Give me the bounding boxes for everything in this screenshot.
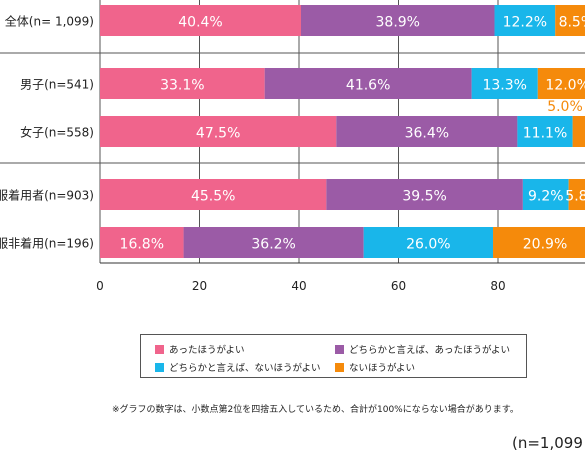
bar-5-1 bbox=[100, 227, 184, 258]
data-label-2-2: 41.6% bbox=[346, 78, 390, 94]
legend-item-2: どちらかと言えば、あったほうがよい bbox=[335, 342, 510, 356]
bar-3-3 bbox=[517, 116, 573, 147]
footnote: ※グラフの数字は、小数点第2位を四捨五入しているため、合計が100%にならない場… bbox=[112, 405, 519, 415]
data-label-3-3: 11.1% bbox=[523, 126, 567, 142]
category-label-5: 服非着用(n=196) bbox=[0, 236, 94, 251]
data-label-2-4: 12.0% bbox=[545, 78, 585, 94]
category-label-2: 男子(n=541) bbox=[20, 78, 94, 92]
bar-4-2 bbox=[326, 179, 523, 210]
data-label-2-3: 13.3% bbox=[482, 78, 526, 94]
category-label-1: 全体(n= 1,099) bbox=[5, 14, 94, 29]
legend-item-4: ないほうがよい bbox=[335, 360, 415, 374]
data-label-1-4: 8.5% bbox=[559, 15, 585, 31]
legend-item-1: あったほうがよい bbox=[155, 342, 245, 356]
data-label-3-4: 5.0% bbox=[547, 99, 583, 115]
bar-5-2 bbox=[183, 227, 364, 258]
legend-label-3: どちらかと言えば、ないほうがよい bbox=[169, 363, 321, 374]
legend-swatch-4 bbox=[335, 362, 344, 372]
legend-swatch-3 bbox=[155, 362, 164, 372]
legend-swatch-1 bbox=[155, 344, 164, 354]
x-tick-label-40: 40 bbox=[291, 279, 306, 293]
bar-4-4 bbox=[568, 179, 585, 210]
bar-1-1 bbox=[100, 5, 301, 36]
bar-2-4 bbox=[537, 68, 585, 99]
legend-label-1: あったほうがよい bbox=[169, 345, 245, 356]
chart-legend: あったほうがよい どちらかと言えば、あったほうがよい どちらかと言えば、ないほう… bbox=[140, 334, 527, 378]
bar-2-2 bbox=[264, 68, 472, 99]
data-label-4-4: 5.8% bbox=[565, 189, 585, 205]
x-tick-label-0: 0 bbox=[96, 279, 104, 293]
bar-3-2 bbox=[336, 116, 518, 147]
bar-2-3 bbox=[471, 68, 538, 99]
bar-1-4 bbox=[555, 5, 585, 36]
legend-item-3: どちらかと言えば、ないほうがよい bbox=[155, 360, 321, 374]
legend-label-2: どちらかと言えば、あったほうがよい bbox=[349, 345, 511, 356]
data-label-5-2: 36.2% bbox=[251, 237, 295, 253]
bar-1-2 bbox=[300, 5, 495, 36]
x-tick-label-80: 80 bbox=[490, 279, 505, 293]
data-label-4-2: 39.5% bbox=[402, 189, 446, 205]
x-tick-label-20: 20 bbox=[192, 279, 207, 293]
data-label-1-3: 12.2% bbox=[503, 15, 547, 31]
bar-3-4 bbox=[572, 116, 585, 147]
category-label-3: 女子(n=558) bbox=[20, 125, 94, 140]
bar-4-3 bbox=[522, 179, 569, 210]
bar-5-4 bbox=[493, 227, 585, 258]
data-label-1-1: 40.4% bbox=[178, 15, 222, 31]
bar-5-3 bbox=[363, 227, 494, 258]
category-label-4: 服着用者(n=903) bbox=[0, 188, 94, 203]
data-label-3-1: 47.5% bbox=[196, 126, 240, 142]
data-label-3-2: 36.4% bbox=[405, 126, 449, 142]
bottom-clipped-text: (n=1,099 bbox=[512, 434, 583, 452]
bar-3-1 bbox=[100, 116, 337, 147]
data-label-4-3: 9.2% bbox=[528, 189, 564, 205]
bar-1-3 bbox=[494, 5, 556, 36]
data-label-1-2: 38.9% bbox=[376, 15, 420, 31]
stacked-bar-chart: 40.4% 38.9% 12.2% 8.5% 全体(n= 1,099) 33.1% 41.6… bbox=[0, 0, 585, 293]
data-label-5-3: 26.0% bbox=[406, 237, 450, 253]
data-label-4-1: 45.5% bbox=[191, 189, 235, 205]
legend-label-4: ないほうがよい bbox=[349, 363, 416, 374]
bar-2-1 bbox=[100, 68, 265, 99]
bar-4-1 bbox=[100, 179, 327, 210]
x-tick-label-60: 60 bbox=[391, 279, 406, 293]
data-label-5-4: 20.9% bbox=[523, 237, 567, 253]
data-label-5-1: 16.8% bbox=[120, 237, 164, 253]
legend-swatch-2 bbox=[335, 344, 344, 354]
data-label-2-1: 33.1% bbox=[160, 78, 204, 94]
